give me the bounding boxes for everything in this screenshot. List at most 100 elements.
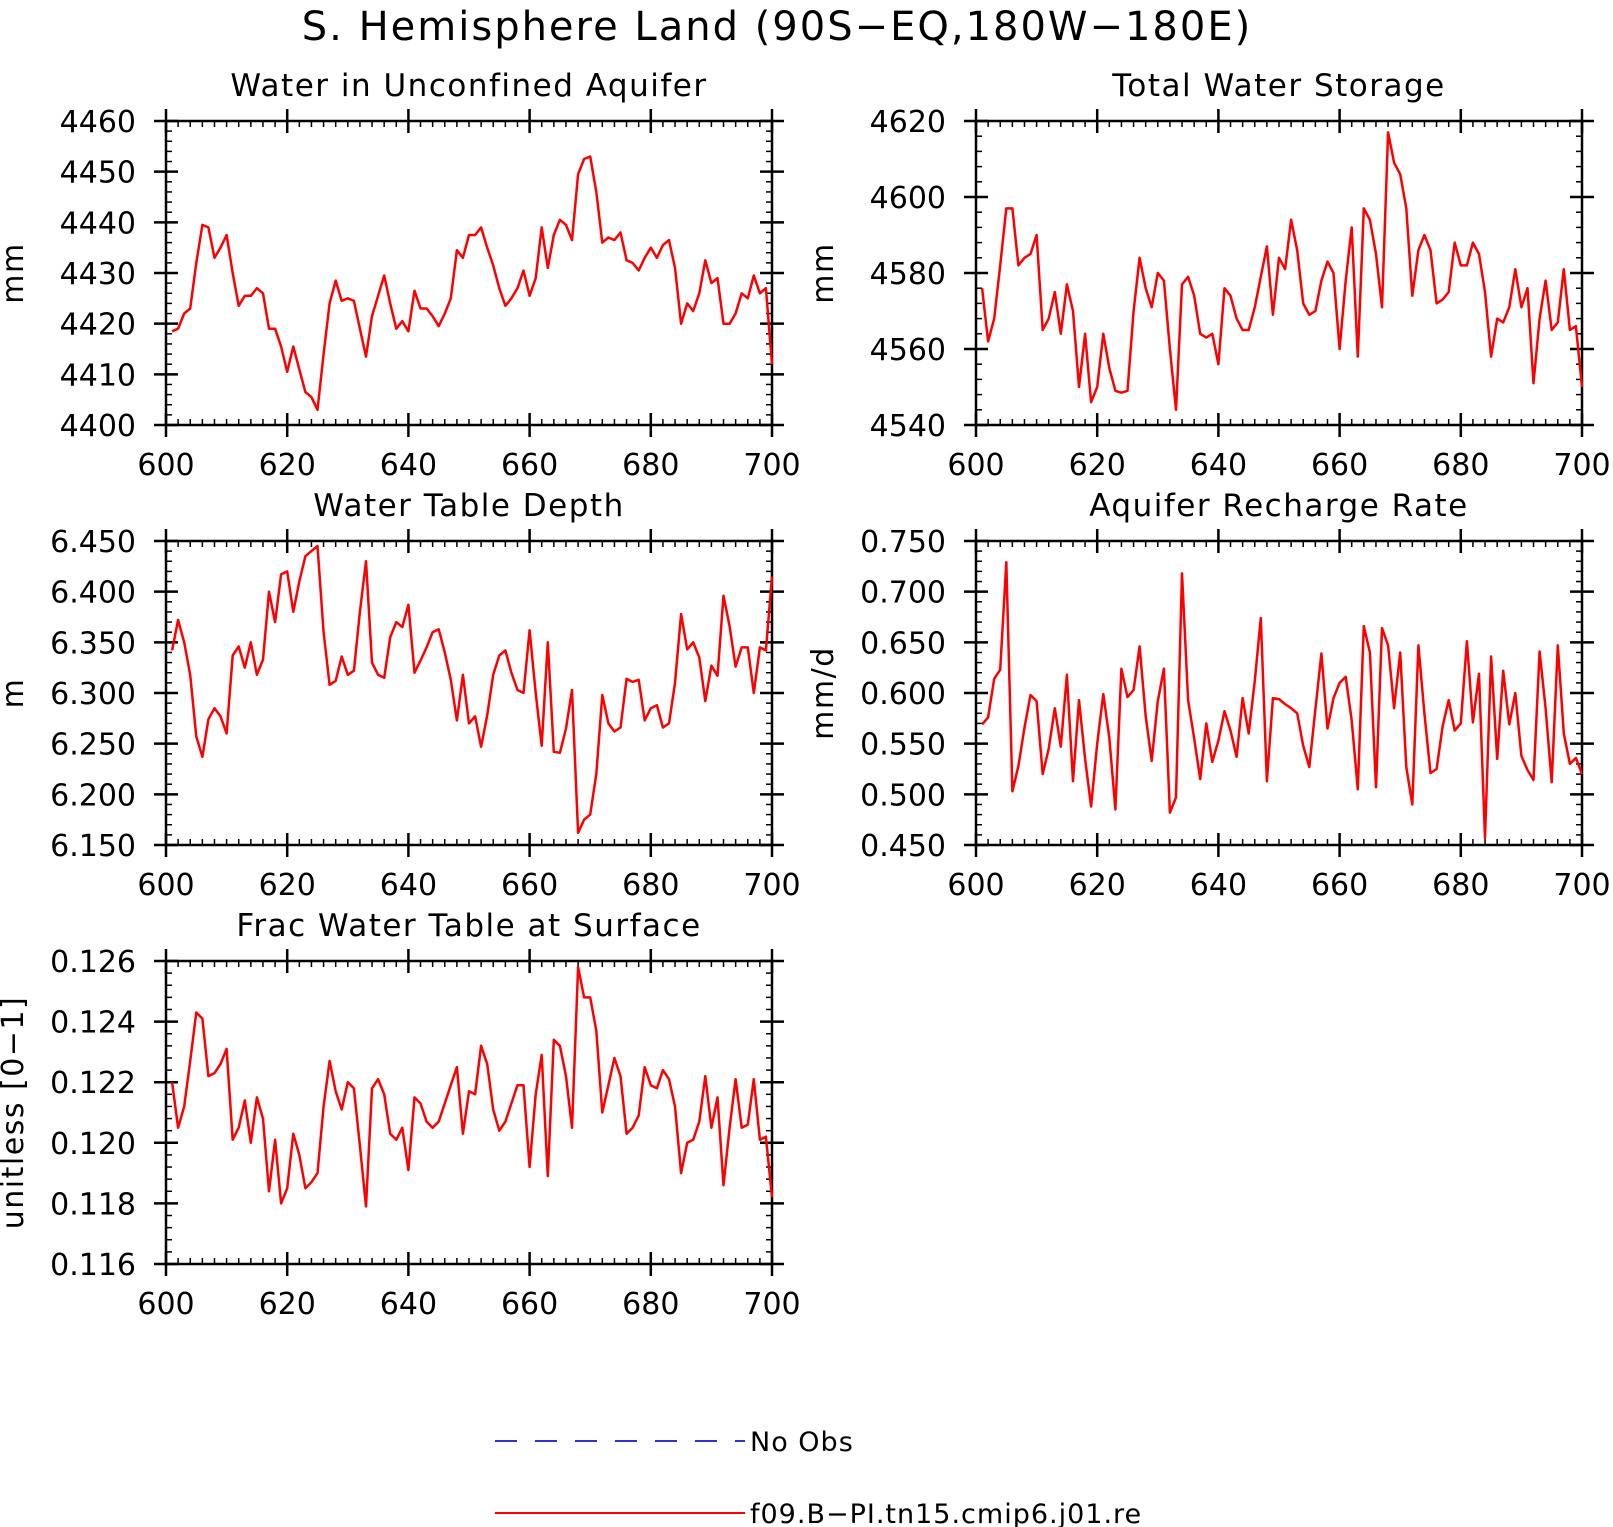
y-tick-label: 0.700	[860, 576, 946, 611]
x-tick-label: 620	[259, 448, 316, 483]
y-tick-label: 0.124	[50, 1006, 136, 1041]
x-tick-label: 700	[743, 868, 800, 903]
y-tick-label: 6.450	[50, 525, 136, 560]
panel-1: 600 620 640 660 680 7004400441044204430444044…	[0, 68, 801, 483]
series-line-1	[170, 544, 774, 835]
y-tick-label: 0.750	[860, 525, 946, 560]
plot-frame	[974, 119, 1584, 427]
x-axis: 600 620 640 660 680 700	[137, 109, 801, 483]
y-tick-label: 0.126	[50, 945, 136, 980]
x-tick-label: 640	[380, 1287, 437, 1322]
y-axis-label: unitless [0−1]	[0, 996, 31, 1229]
x-tick-label: 660	[1311, 868, 1368, 903]
y-tick-label: 6.200	[50, 778, 136, 813]
y-tick-label: 4540	[870, 409, 946, 444]
y-tick-label: 0.650	[860, 626, 946, 661]
panel-title: Frac Water Table at Surface	[236, 908, 701, 944]
x-tick-label: 680	[622, 868, 679, 903]
y-tick-label: 4580	[870, 257, 946, 292]
y-tick-label: 6.250	[50, 728, 136, 763]
series-line-1	[171, 155, 774, 412]
panel-3: 600 620 640 660 680 7006.1506.2006.2506.3006.…	[0, 488, 801, 903]
tick-marks	[165, 960, 773, 1265]
x-tick-label: 680	[622, 448, 679, 483]
y-tick-label: 4410	[60, 358, 136, 393]
y-tick-label: 6.150	[50, 829, 136, 864]
x-tick-label: 600	[947, 868, 1004, 903]
y-axis: 0.450 0.500 0.550 0.600 0.650 0.700 0.750	[860, 525, 1594, 864]
y-axis-label: mm	[806, 242, 841, 303]
x-tick-label: 680	[1432, 448, 1489, 483]
panel-title: Water Table Depth	[313, 488, 624, 524]
figure-title: S. Hemisphere Land (90S−EQ,180W−180E)	[302, 4, 1252, 50]
x-tick-label: 640	[380, 448, 437, 483]
y-axis: 4400 4410 4420 4430 4440 4450 4460	[60, 105, 784, 444]
y-tick-label: 0.550	[860, 728, 946, 763]
x-tick-label: 620	[259, 1287, 316, 1322]
y-tick-label: 0.450	[860, 829, 946, 864]
x-tick-label: 620	[259, 868, 316, 903]
x-tick-label: 600	[137, 1287, 194, 1322]
y-tick-label: 0.600	[860, 677, 946, 712]
x-tick-label: 700	[1553, 448, 1610, 483]
panel-4: 600 620 640 660 680 7000.4500.5000.5500.6000.…	[806, 488, 1611, 903]
y-tick-label: 0.122	[50, 1066, 136, 1101]
y-tick-label: 0.120	[50, 1127, 136, 1162]
y-axis-label: m	[0, 678, 31, 709]
x-tick-label: 640	[1190, 448, 1247, 483]
legend-entry-2: f09.B−PI.tn15.cmip6.j01.re	[495, 1499, 1142, 1527]
x-tick-label: 640	[380, 868, 437, 903]
legend-label: No Obs	[750, 1427, 854, 1458]
y-tick-label: 4440	[60, 206, 136, 241]
x-tick-label: 640	[1190, 868, 1247, 903]
y-tick-label: 4430	[60, 257, 136, 292]
panel-5: 600 620 640 660 680 7000.1160.1180.1200.1220.…	[0, 908, 801, 1322]
y-axis: 6.150 6.200 6.250 6.300 6.350 6.400 6.450	[50, 525, 784, 864]
y-axis: 0.116 0.118 0.120 0.122 0.124 0.126	[50, 945, 784, 1283]
x-axis: 600 620 640 660 680 700	[137, 529, 801, 903]
x-axis: 600 620 640 660 680 700	[947, 109, 1611, 483]
x-tick-label: 660	[1311, 448, 1368, 483]
y-axis: 4540 4560 4580 4600 4620	[870, 105, 1594, 444]
x-tick-label: 600	[947, 448, 1004, 483]
legend-entry-1: No Obs	[495, 1427, 854, 1458]
x-axis: 600 620 640 660 680 700	[137, 949, 801, 1322]
tick-marks	[165, 120, 773, 426]
y-axis-label: mm/d	[806, 646, 841, 740]
tick-marks	[975, 120, 1583, 426]
plot-frame	[164, 959, 774, 1266]
x-tick-label: 700	[743, 448, 800, 483]
x-tick-label: 700	[743, 1287, 800, 1322]
x-tick-label: 620	[1069, 448, 1126, 483]
tick-marks	[165, 540, 773, 846]
x-tick-label: 660	[501, 1287, 558, 1322]
y-tick-label: 4450	[60, 156, 136, 191]
panel-title: Total Water Storage	[1111, 68, 1446, 104]
y-tick-label: 6.400	[50, 576, 136, 611]
plot-frame	[164, 539, 774, 847]
panel-title: Water in Unconfined Aquifer	[230, 68, 707, 104]
y-tick-label: 4560	[870, 333, 946, 368]
series-line-1	[981, 561, 1584, 840]
y-tick-label: 0.116	[50, 1248, 136, 1283]
legend: No Obs f09.B−PI.tn15.cmip6.j01.re	[495, 1427, 1142, 1527]
y-tick-label: 4400	[60, 409, 136, 444]
x-tick-label: 660	[501, 868, 558, 903]
series-line-1	[980, 131, 1584, 412]
y-tick-label: 0.500	[860, 778, 946, 813]
legend-label: f09.B−PI.tn15.cmip6.j01.re	[750, 1499, 1142, 1527]
plot-frame	[164, 119, 774, 427]
y-axis-label: mm	[0, 242, 31, 303]
x-tick-label: 600	[137, 868, 194, 903]
x-tick-label: 680	[1432, 868, 1489, 903]
x-tick-label: 700	[1553, 868, 1610, 903]
y-tick-label: 0.118	[50, 1187, 136, 1222]
panels: 600 620 640 660 680 7004400441044204430444044…	[0, 68, 1611, 1322]
y-tick-label: 6.300	[50, 677, 136, 712]
y-tick-label: 6.350	[50, 626, 136, 661]
x-tick-label: 680	[622, 1287, 679, 1322]
panel-2: 600 620 640 660 680 700 4540 4560 4580 4600 4620 To…	[806, 68, 1611, 483]
y-tick-label: 4600	[870, 181, 946, 216]
series-line-1	[170, 965, 774, 1208]
